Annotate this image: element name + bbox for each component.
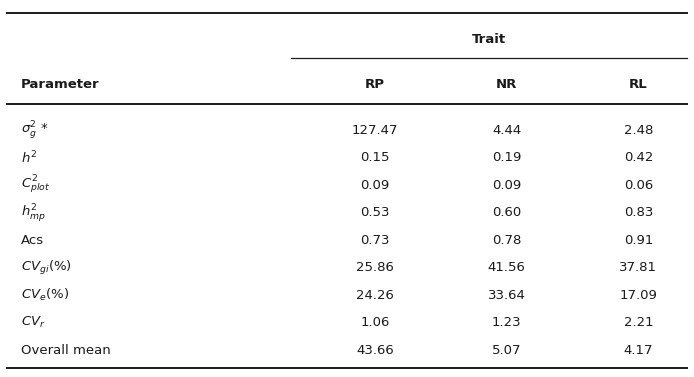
Text: $CV_{gi}$(%): $CV_{gi}$(%): [21, 259, 77, 277]
Text: Overall mean: Overall mean: [21, 344, 110, 357]
Text: 1.06: 1.06: [360, 316, 389, 329]
Text: $CV_{e}$(%): $CV_{e}$(%): [21, 287, 74, 303]
Text: 0.42: 0.42: [624, 151, 653, 164]
Text: Trait: Trait: [472, 33, 507, 46]
Text: $C^{2}_{plot}$: $C^{2}_{plot}$: [21, 174, 50, 196]
Text: 0.19: 0.19: [492, 151, 521, 164]
Text: 0.91: 0.91: [624, 234, 653, 247]
Text: 0.73: 0.73: [360, 234, 389, 247]
Text: RL: RL: [629, 78, 648, 91]
Text: 1.23: 1.23: [492, 316, 521, 329]
Text: 2.48: 2.48: [624, 124, 653, 136]
Text: 25.86: 25.86: [356, 261, 393, 274]
Text: 33.64: 33.64: [488, 289, 525, 302]
Text: 127.47: 127.47: [351, 124, 398, 136]
Text: 24.26: 24.26: [356, 289, 393, 302]
Text: 0.53: 0.53: [360, 206, 389, 219]
Text: 0.83: 0.83: [624, 206, 653, 219]
Text: 43.66: 43.66: [356, 344, 393, 357]
Text: 5.07: 5.07: [492, 344, 521, 357]
Text: $\sigma^{2}_{g}$ *: $\sigma^{2}_{g}$ *: [21, 119, 49, 141]
Text: 37.81: 37.81: [620, 261, 657, 274]
Text: 0.60: 0.60: [492, 206, 521, 219]
Text: 4.17: 4.17: [624, 344, 653, 357]
Text: 41.56: 41.56: [488, 261, 525, 274]
Text: Parameter: Parameter: [21, 78, 99, 91]
Text: 0.06: 0.06: [624, 179, 653, 192]
Text: $CV_{r}$: $CV_{r}$: [21, 315, 45, 330]
Text: RP: RP: [365, 78, 384, 91]
Text: 17.09: 17.09: [620, 289, 657, 302]
Text: $h^{2}$: $h^{2}$: [21, 149, 37, 166]
Text: NR: NR: [496, 78, 517, 91]
Text: Acs: Acs: [21, 234, 44, 247]
Text: 0.15: 0.15: [360, 151, 389, 164]
Text: 0.09: 0.09: [360, 179, 389, 192]
Text: $h^{2}_{mp}$: $h^{2}_{mp}$: [21, 202, 46, 224]
Text: 0.09: 0.09: [492, 179, 521, 192]
Text: 0.78: 0.78: [492, 234, 521, 247]
Text: 4.44: 4.44: [492, 124, 521, 136]
Text: 2.21: 2.21: [624, 316, 653, 329]
